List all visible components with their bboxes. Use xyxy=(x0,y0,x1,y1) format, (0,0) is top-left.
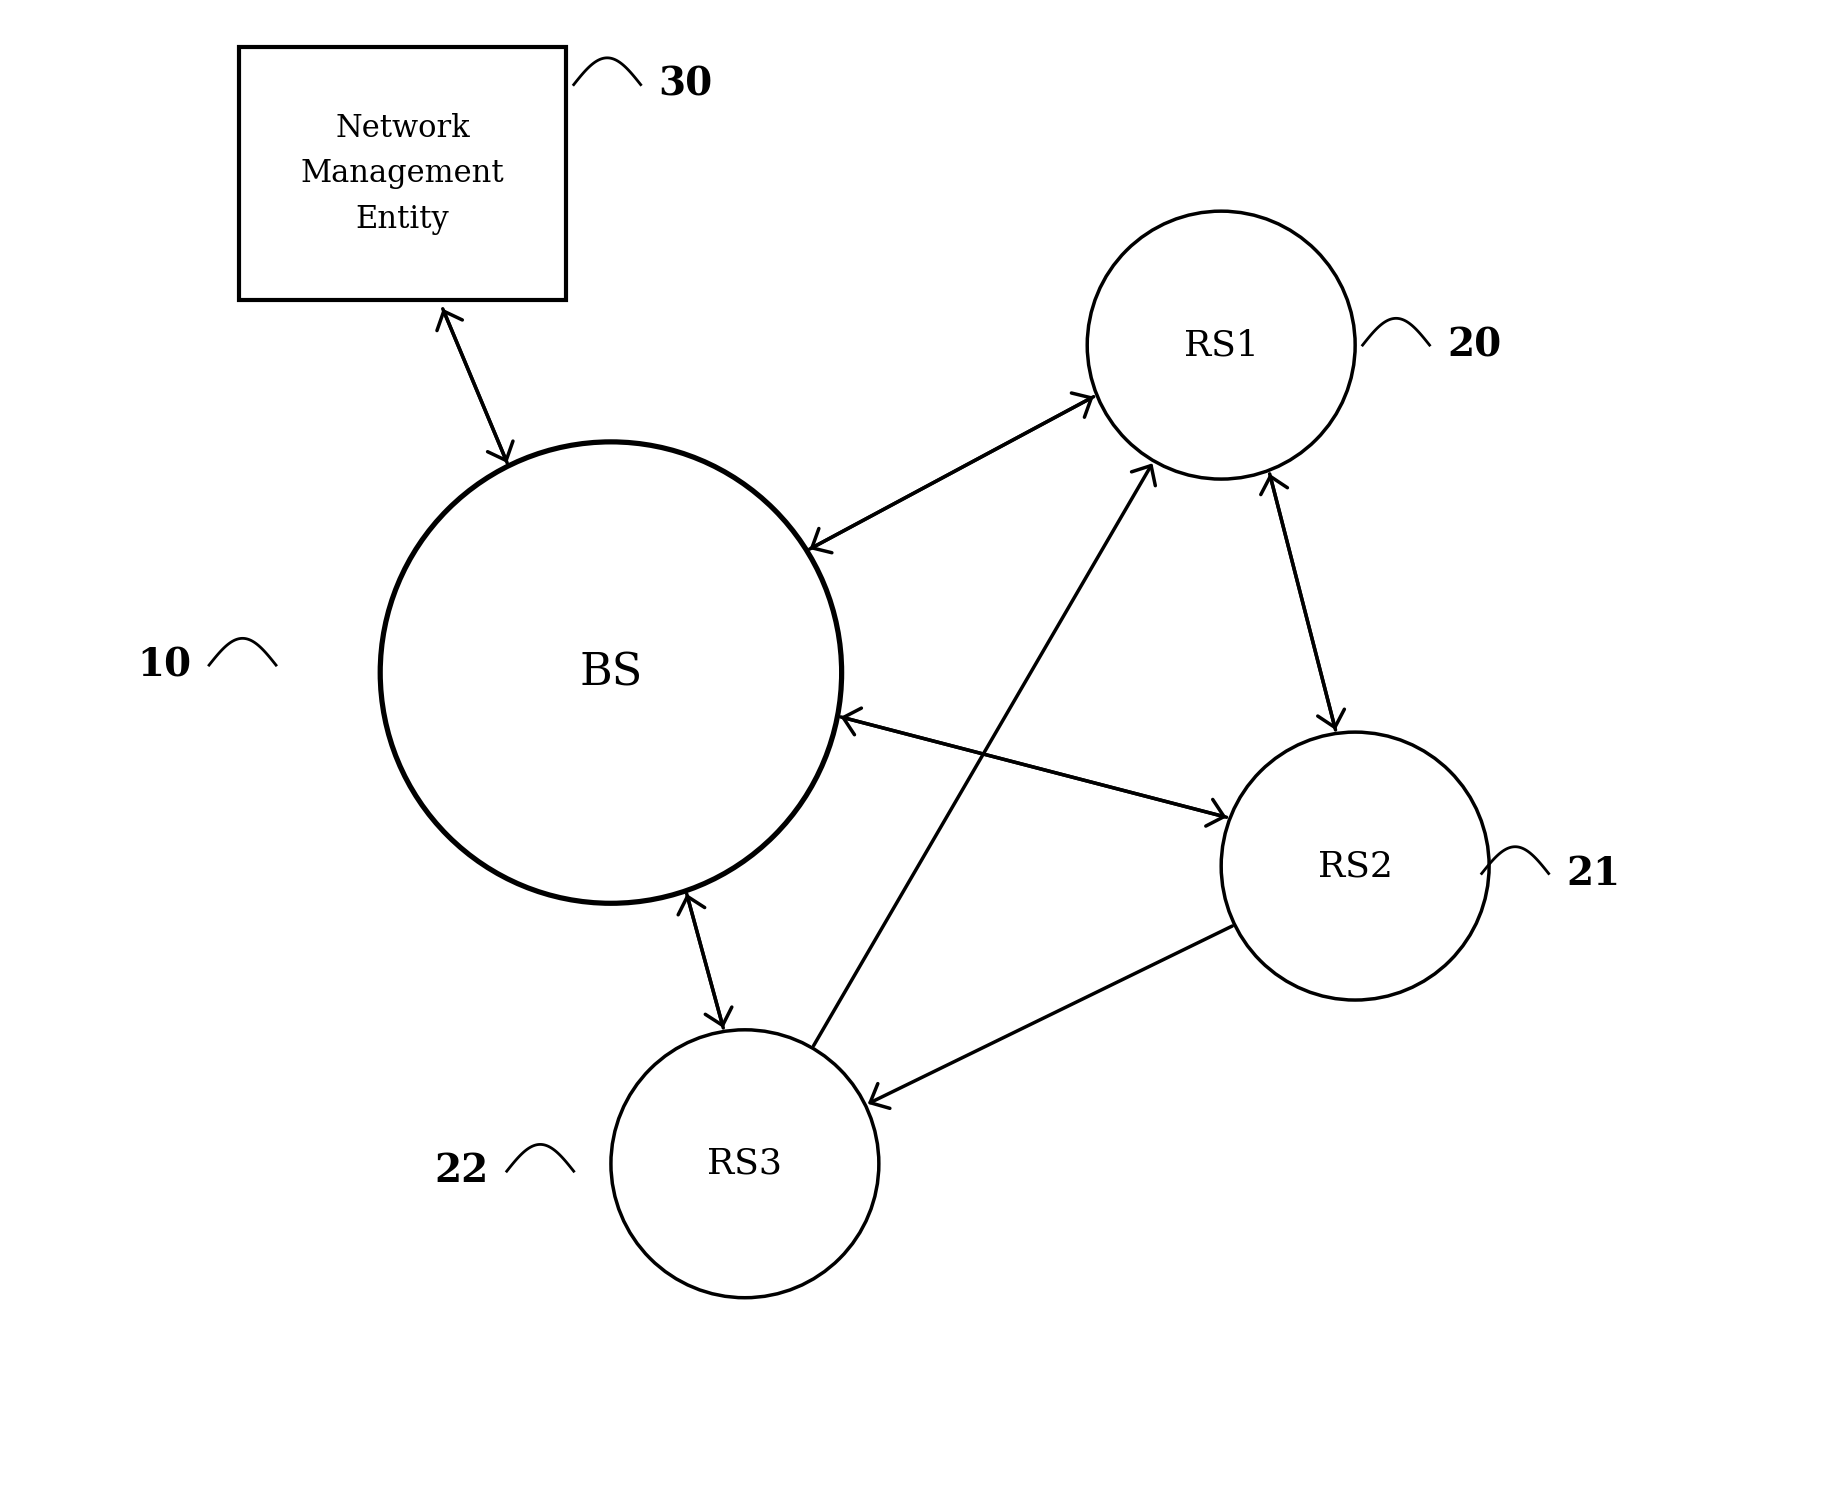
Text: RS3: RS3 xyxy=(707,1147,783,1180)
Circle shape xyxy=(380,442,842,904)
Text: 20: 20 xyxy=(1448,326,1502,365)
Text: RS2: RS2 xyxy=(1317,849,1393,883)
Circle shape xyxy=(1221,732,1489,999)
Text: 30: 30 xyxy=(659,66,713,103)
Text: 22: 22 xyxy=(434,1152,489,1191)
Circle shape xyxy=(1088,211,1356,480)
Text: BS: BS xyxy=(580,651,643,695)
FancyBboxPatch shape xyxy=(238,48,567,300)
Circle shape xyxy=(611,1029,879,1298)
Text: 21: 21 xyxy=(1566,855,1620,892)
Text: Network
Management
Entity: Network Management Entity xyxy=(301,114,504,235)
Text: RS1: RS1 xyxy=(1184,329,1258,362)
Text: 10: 10 xyxy=(137,645,192,684)
